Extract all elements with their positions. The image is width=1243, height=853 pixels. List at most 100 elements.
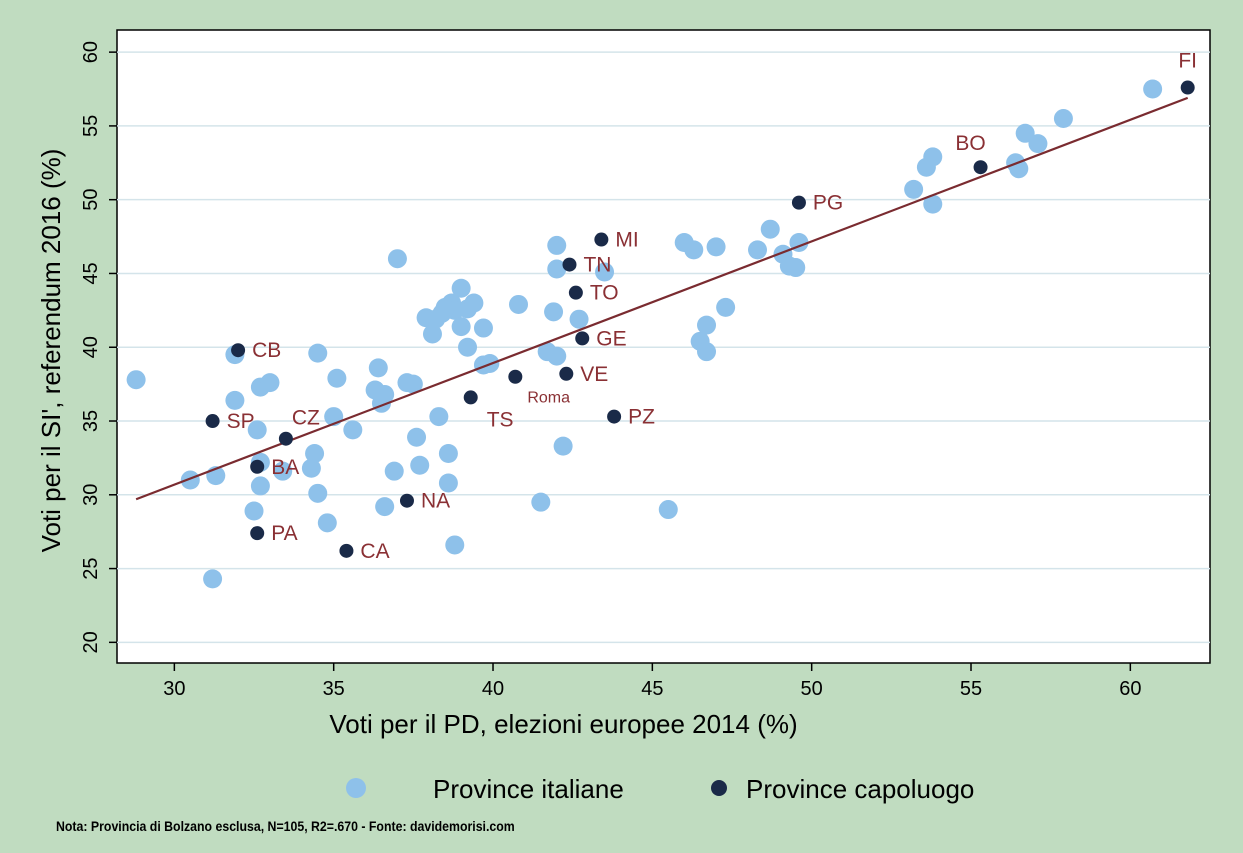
point-province-italiane xyxy=(716,297,736,317)
point-province-italiane xyxy=(368,358,388,378)
x-axis-title: Voti per il PD, elezioni europee 2014 (%… xyxy=(329,709,797,739)
point-province-italiane xyxy=(375,497,395,517)
label-capoluogo-ca: CA xyxy=(360,540,389,563)
point-province-italiane xyxy=(180,470,200,490)
y-tick-label-25: 25 xyxy=(80,557,102,579)
point-province-italiane xyxy=(308,483,328,503)
y-tick-label-50: 50 xyxy=(80,189,102,211)
legend-marker-province-capoluogo xyxy=(711,780,727,796)
point-capoluogo-sp xyxy=(205,414,220,429)
label-capoluogo-bo: BO xyxy=(955,132,985,155)
point-province-italiane xyxy=(1143,79,1163,99)
point-province-italiane xyxy=(748,240,768,260)
label-capoluogo-pz: PZ xyxy=(628,406,655,429)
point-province-italiane xyxy=(531,492,551,512)
point-province-italiane xyxy=(786,258,806,278)
x-tick-label-45: 45 xyxy=(641,678,663,700)
point-province-italiane xyxy=(250,476,270,496)
x-tick-label-30: 30 xyxy=(163,678,185,700)
point-province-italiane xyxy=(1028,134,1048,154)
point-province-italiane xyxy=(697,315,717,335)
point-province-italiane xyxy=(273,461,293,481)
point-province-italiane xyxy=(706,237,726,257)
point-province-italiane xyxy=(407,427,427,447)
point-capoluogo-ve xyxy=(559,366,574,381)
label-capoluogo-ts: TS xyxy=(487,408,514,431)
y-tick-label-40: 40 xyxy=(80,336,102,358)
point-province-italiane xyxy=(547,346,567,366)
point-province-italiane xyxy=(260,373,280,393)
point-capoluogo-cz xyxy=(278,431,293,446)
point-capoluogo-roma xyxy=(508,369,523,384)
point-province-italiane xyxy=(305,443,325,463)
point-capoluogo-fi xyxy=(1180,80,1195,95)
point-province-italiane xyxy=(923,194,943,214)
x-tick-label-50: 50 xyxy=(801,678,823,700)
point-capoluogo-to xyxy=(568,285,583,300)
point-province-italiane xyxy=(697,342,717,362)
point-province-italiane xyxy=(595,262,615,282)
point-province-italiane xyxy=(547,235,567,255)
x-tick-label-60: 60 xyxy=(1119,678,1141,700)
label-capoluogo-ba: BA xyxy=(271,456,299,479)
legend-label-province-italiane: Province italiane xyxy=(433,774,624,804)
y-tick-label-45: 45 xyxy=(80,262,102,284)
label-capoluogo-na: NA xyxy=(421,490,450,513)
point-province-italiane xyxy=(244,501,264,521)
point-province-italiane xyxy=(403,374,423,394)
point-province-italiane xyxy=(684,240,704,260)
point-province-italiane xyxy=(658,500,678,520)
point-province-italiane xyxy=(317,513,337,533)
label-capoluogo-fi: FI xyxy=(1178,50,1197,73)
point-province-italiane xyxy=(308,343,328,363)
label-capoluogo-ve: VE xyxy=(580,363,608,386)
point-province-italiane xyxy=(387,249,407,269)
point-province-italiane xyxy=(1015,123,1035,143)
fit-line xyxy=(135,96,1189,501)
point-province-italiane xyxy=(384,461,404,481)
point-capoluogo-pa xyxy=(250,526,265,541)
point-province-italiane xyxy=(247,420,267,440)
label-capoluogo-sp: SP xyxy=(227,410,255,433)
point-province-italiane xyxy=(410,455,430,475)
point-capoluogo-ge xyxy=(575,331,590,346)
point-capoluogo-cb xyxy=(231,343,246,358)
point-capoluogo-na xyxy=(399,493,414,508)
point-province-italiane xyxy=(225,390,245,410)
point-province-italiane xyxy=(451,278,471,298)
label-capoluogo-ge: GE xyxy=(596,327,626,350)
point-capoluogo-mi xyxy=(594,232,609,247)
point-capoluogo-ts xyxy=(463,390,478,405)
y-tick-label-20: 20 xyxy=(80,631,102,653)
point-province-italiane xyxy=(544,302,564,322)
point-province-italiane xyxy=(438,443,458,463)
point-capoluogo-pg xyxy=(791,195,806,210)
point-province-italiane xyxy=(760,219,780,239)
y-axis-title: Voti per il SI', referendum 2016 (%) xyxy=(36,149,66,553)
point-capoluogo-ca xyxy=(339,543,354,558)
point-province-italiane xyxy=(343,420,363,440)
label-capoluogo-tn: TN xyxy=(583,254,611,277)
footnote: Nota: Provincia di Bolzano esclusa, N=10… xyxy=(56,818,515,834)
label-capoluogo-cz: CZ xyxy=(292,407,320,430)
point-province-italiane xyxy=(904,179,924,199)
point-province-italiane xyxy=(445,535,465,555)
point-province-italiane xyxy=(464,293,484,313)
point-capoluogo-tn xyxy=(562,257,577,272)
y-tick-label-35: 35 xyxy=(80,410,102,432)
x-tick-label-35: 35 xyxy=(323,678,345,700)
y-tick-label-30: 30 xyxy=(80,484,102,506)
point-province-italiane xyxy=(375,384,395,404)
label-capoluogo-roma: Roma xyxy=(527,390,570,407)
label-capoluogo-mi: MI xyxy=(615,229,638,252)
legend-marker-province-italiane xyxy=(346,778,366,798)
point-province-italiane xyxy=(327,368,347,388)
point-province-italiane xyxy=(1053,109,1073,129)
point-province-italiane xyxy=(547,259,567,279)
point-province-italiane xyxy=(438,473,458,493)
x-tick-label-40: 40 xyxy=(482,678,504,700)
point-province-italiane xyxy=(553,436,573,456)
point-capoluogo-pz xyxy=(607,409,622,424)
